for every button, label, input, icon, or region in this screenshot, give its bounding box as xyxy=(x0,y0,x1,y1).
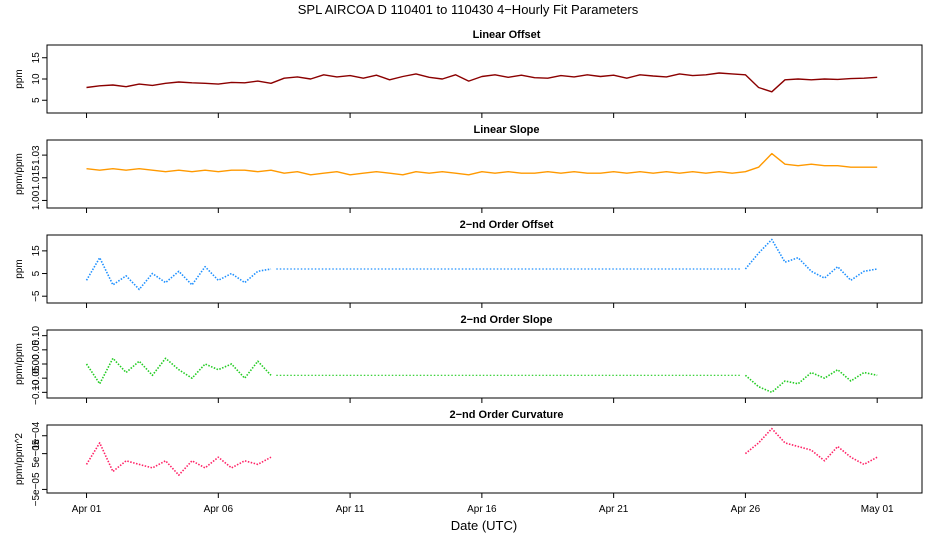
series-line xyxy=(744,238,878,282)
panel-title: Linear Offset xyxy=(473,29,541,41)
y-tick-label: −0.05 xyxy=(31,365,42,391)
y-tick-label: −0.10 xyxy=(31,379,42,405)
y-tick-label: −5e−05 xyxy=(31,472,42,506)
panel-4: 2−nd Order Slope ppm/ppm −0.10−0.050.000.0… xyxy=(14,314,923,405)
x-tick-label: Apr 01 xyxy=(72,504,102,515)
x-tick-label: Apr 06 xyxy=(204,504,234,515)
x-tick-label: Apr 26 xyxy=(731,504,761,515)
y-tick-label: 0.00 xyxy=(31,354,42,374)
x-tick-label: May 01 xyxy=(861,504,894,515)
y-tick-label: 1e−04 xyxy=(31,421,42,450)
y-tick-label: 0.10 xyxy=(31,325,42,345)
panel-frame xyxy=(46,329,923,399)
series-line xyxy=(85,442,272,476)
panel-title: 2−nd Order Slope xyxy=(461,314,553,326)
series-line xyxy=(86,152,878,176)
y-tick-label: 5 xyxy=(31,270,42,276)
y-tick-label: 5 xyxy=(31,97,42,103)
panel-frame xyxy=(46,424,923,494)
y-axis-label: ppm xyxy=(14,69,25,88)
panel-title: 2−nd Order Curvature xyxy=(449,409,563,421)
x-tick-label: Apr 11 xyxy=(336,504,365,515)
series-line xyxy=(85,256,272,291)
panel-5: 2−nd Order Curvature ppm/ppm^2 −5e−05 5e−05… xyxy=(14,409,923,506)
y-tick-label: 15 xyxy=(31,245,42,257)
y-tick-label: 10 xyxy=(31,73,42,85)
x-tick-label: Apr 16 xyxy=(467,504,497,515)
panel-frame xyxy=(46,139,923,209)
panel-3: 2−nd Order Offset ppm −5 5 15 xyxy=(14,219,923,308)
series-line xyxy=(86,72,878,93)
y-tick-label: 1.03 xyxy=(31,145,42,165)
x-axis: Apr 01 Apr 06 Apr 11 Apr 16 Apr 21 Apr 26 May … xyxy=(72,504,894,515)
series-line xyxy=(85,357,272,385)
series-line xyxy=(744,368,878,394)
panel-1: Linear Offset ppm 5 10 15 xyxy=(14,29,923,118)
panels-group: Linear Offset ppm 5 10 15 Linear Slope ppm/ppm… xyxy=(14,29,923,506)
panel-title: Linear Slope xyxy=(473,124,539,136)
panel-frame xyxy=(46,234,923,304)
x-axis-label: Date (UTC) xyxy=(451,518,517,533)
x-tick-label: Apr 21 xyxy=(599,504,629,515)
y-axis-label: ppm/ppm xyxy=(14,343,25,385)
y-tick-label: 1.00 xyxy=(31,190,42,210)
y-axis-label: ppm/ppm^2 xyxy=(14,433,25,485)
y-axis-label: ppm/ppm xyxy=(14,153,25,195)
y-tick-label: −5 xyxy=(31,290,42,302)
y-tick-label: 15 xyxy=(31,52,42,64)
y-tick-label: 0.05 xyxy=(31,340,42,360)
series-line xyxy=(744,427,878,466)
panel-title: 2−nd Order Offset xyxy=(460,219,554,231)
y-tick-label: 1.015 xyxy=(31,165,42,190)
y-tick-label: 5e−05 xyxy=(31,439,42,468)
y-axis-label: ppm xyxy=(14,259,25,278)
chart-title: SPL AIRCOA D 110401 to 110430 4−Hourly F… xyxy=(298,2,639,17)
